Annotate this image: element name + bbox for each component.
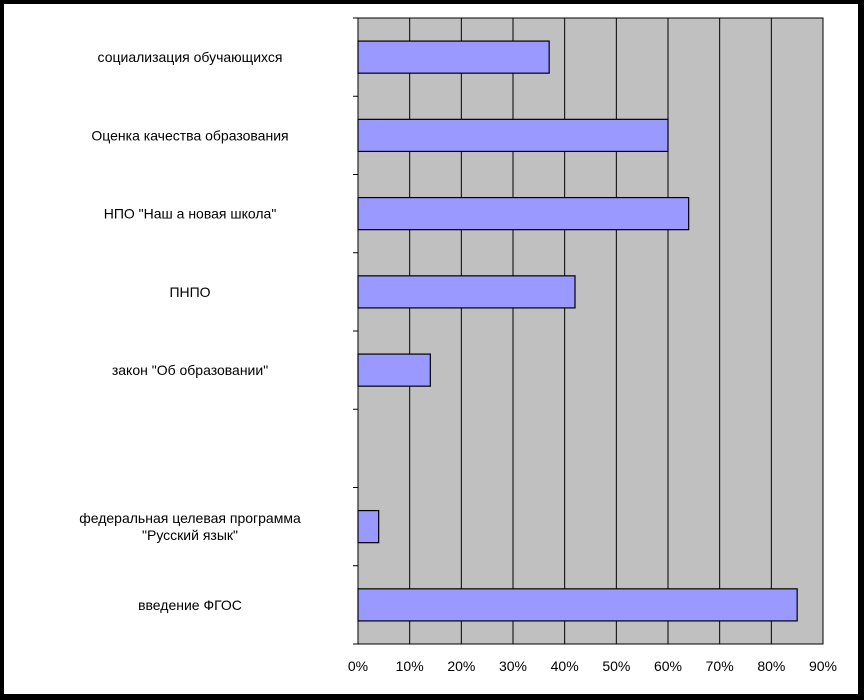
bar [357, 353, 431, 387]
x-axis-label: 20% [447, 658, 475, 674]
x-axis-label: 60% [654, 658, 682, 674]
y-axis-label: введение ФГОС [138, 597, 242, 613]
y-axis-label: социализация обучающихся [98, 49, 283, 65]
bar-chart: социализация обучающихся Оценка качества … [79, 17, 837, 674]
y-axis-label: закон "Об образовании" [112, 362, 268, 378]
x-axis-labels: 0% 10% 20% 30% 40% 50% 60% 70% 80% 90% [348, 658, 837, 674]
bar [357, 118, 669, 153]
bar [357, 196, 690, 231]
bar [357, 588, 798, 622]
y-axis-label: Оценка качества образования [91, 127, 288, 143]
chart-frame: социализация обучающихся Оценка качества … [4, 4, 858, 694]
y-axis-ticks [353, 17, 358, 645]
bars [357, 40, 798, 622]
x-axis-label: 50% [602, 658, 630, 674]
x-axis-label: 80% [757, 658, 785, 674]
bar [357, 275, 576, 309]
x-axis-label: 0% [348, 658, 368, 674]
y-axis-label: НПО "Наш а новая школа" [104, 206, 277, 222]
x-axis-label: 40% [551, 658, 579, 674]
x-axis-label: 30% [499, 658, 527, 674]
y-axis-label: ПНПО [169, 284, 210, 300]
bar [357, 40, 550, 74]
x-axis-label: 90% [809, 658, 837, 674]
y-axis-label: "Русский язык" [142, 527, 238, 543]
plot-area [357, 17, 824, 645]
x-axis-label: 70% [706, 658, 734, 674]
bar [357, 509, 380, 544]
x-axis-label: 10% [396, 658, 424, 674]
y-axis-label: федеральная целевая программа [79, 510, 301, 526]
y-axis-labels: социализация обучающихся Оценка качества … [79, 49, 301, 613]
